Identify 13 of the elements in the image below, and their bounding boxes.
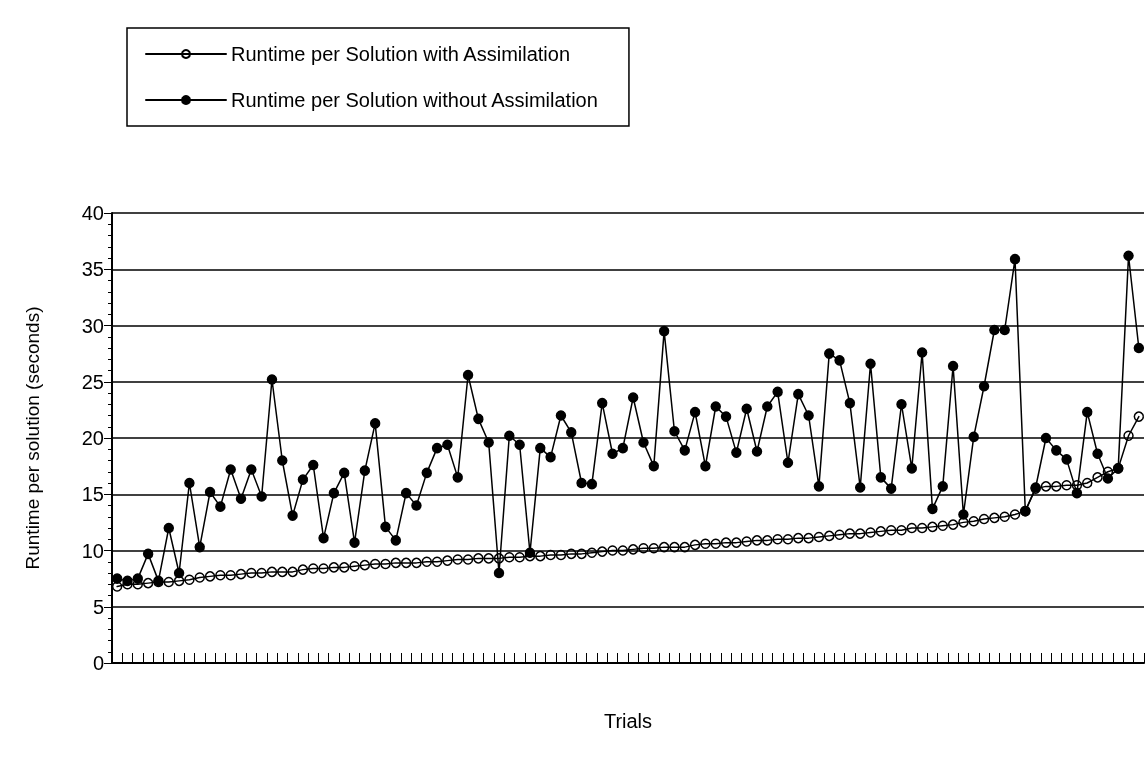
x-axis-title: Trials bbox=[603, 710, 653, 732]
legend-label: Runtime per Solution with Assimilation bbox=[231, 43, 571, 65]
legend-label: Runtime per Solution without Assimilation bbox=[231, 89, 598, 111]
y-tick-label: 25 bbox=[81, 370, 104, 393]
y-tick-label: 0 bbox=[92, 652, 104, 674]
y-tick-label: 35 bbox=[81, 258, 104, 281]
y-axis-title: Runtime per solution (seconds) bbox=[22, 306, 43, 570]
y-tick-label: 15 bbox=[81, 483, 104, 506]
y-tick-label: 20 bbox=[81, 427, 104, 449]
y-tick-label: 30 bbox=[81, 314, 104, 337]
y-tick-label: 10 bbox=[81, 539, 104, 562]
y-tick-label: 40 bbox=[81, 202, 104, 224]
y-tick-label: 5 bbox=[92, 595, 104, 618]
